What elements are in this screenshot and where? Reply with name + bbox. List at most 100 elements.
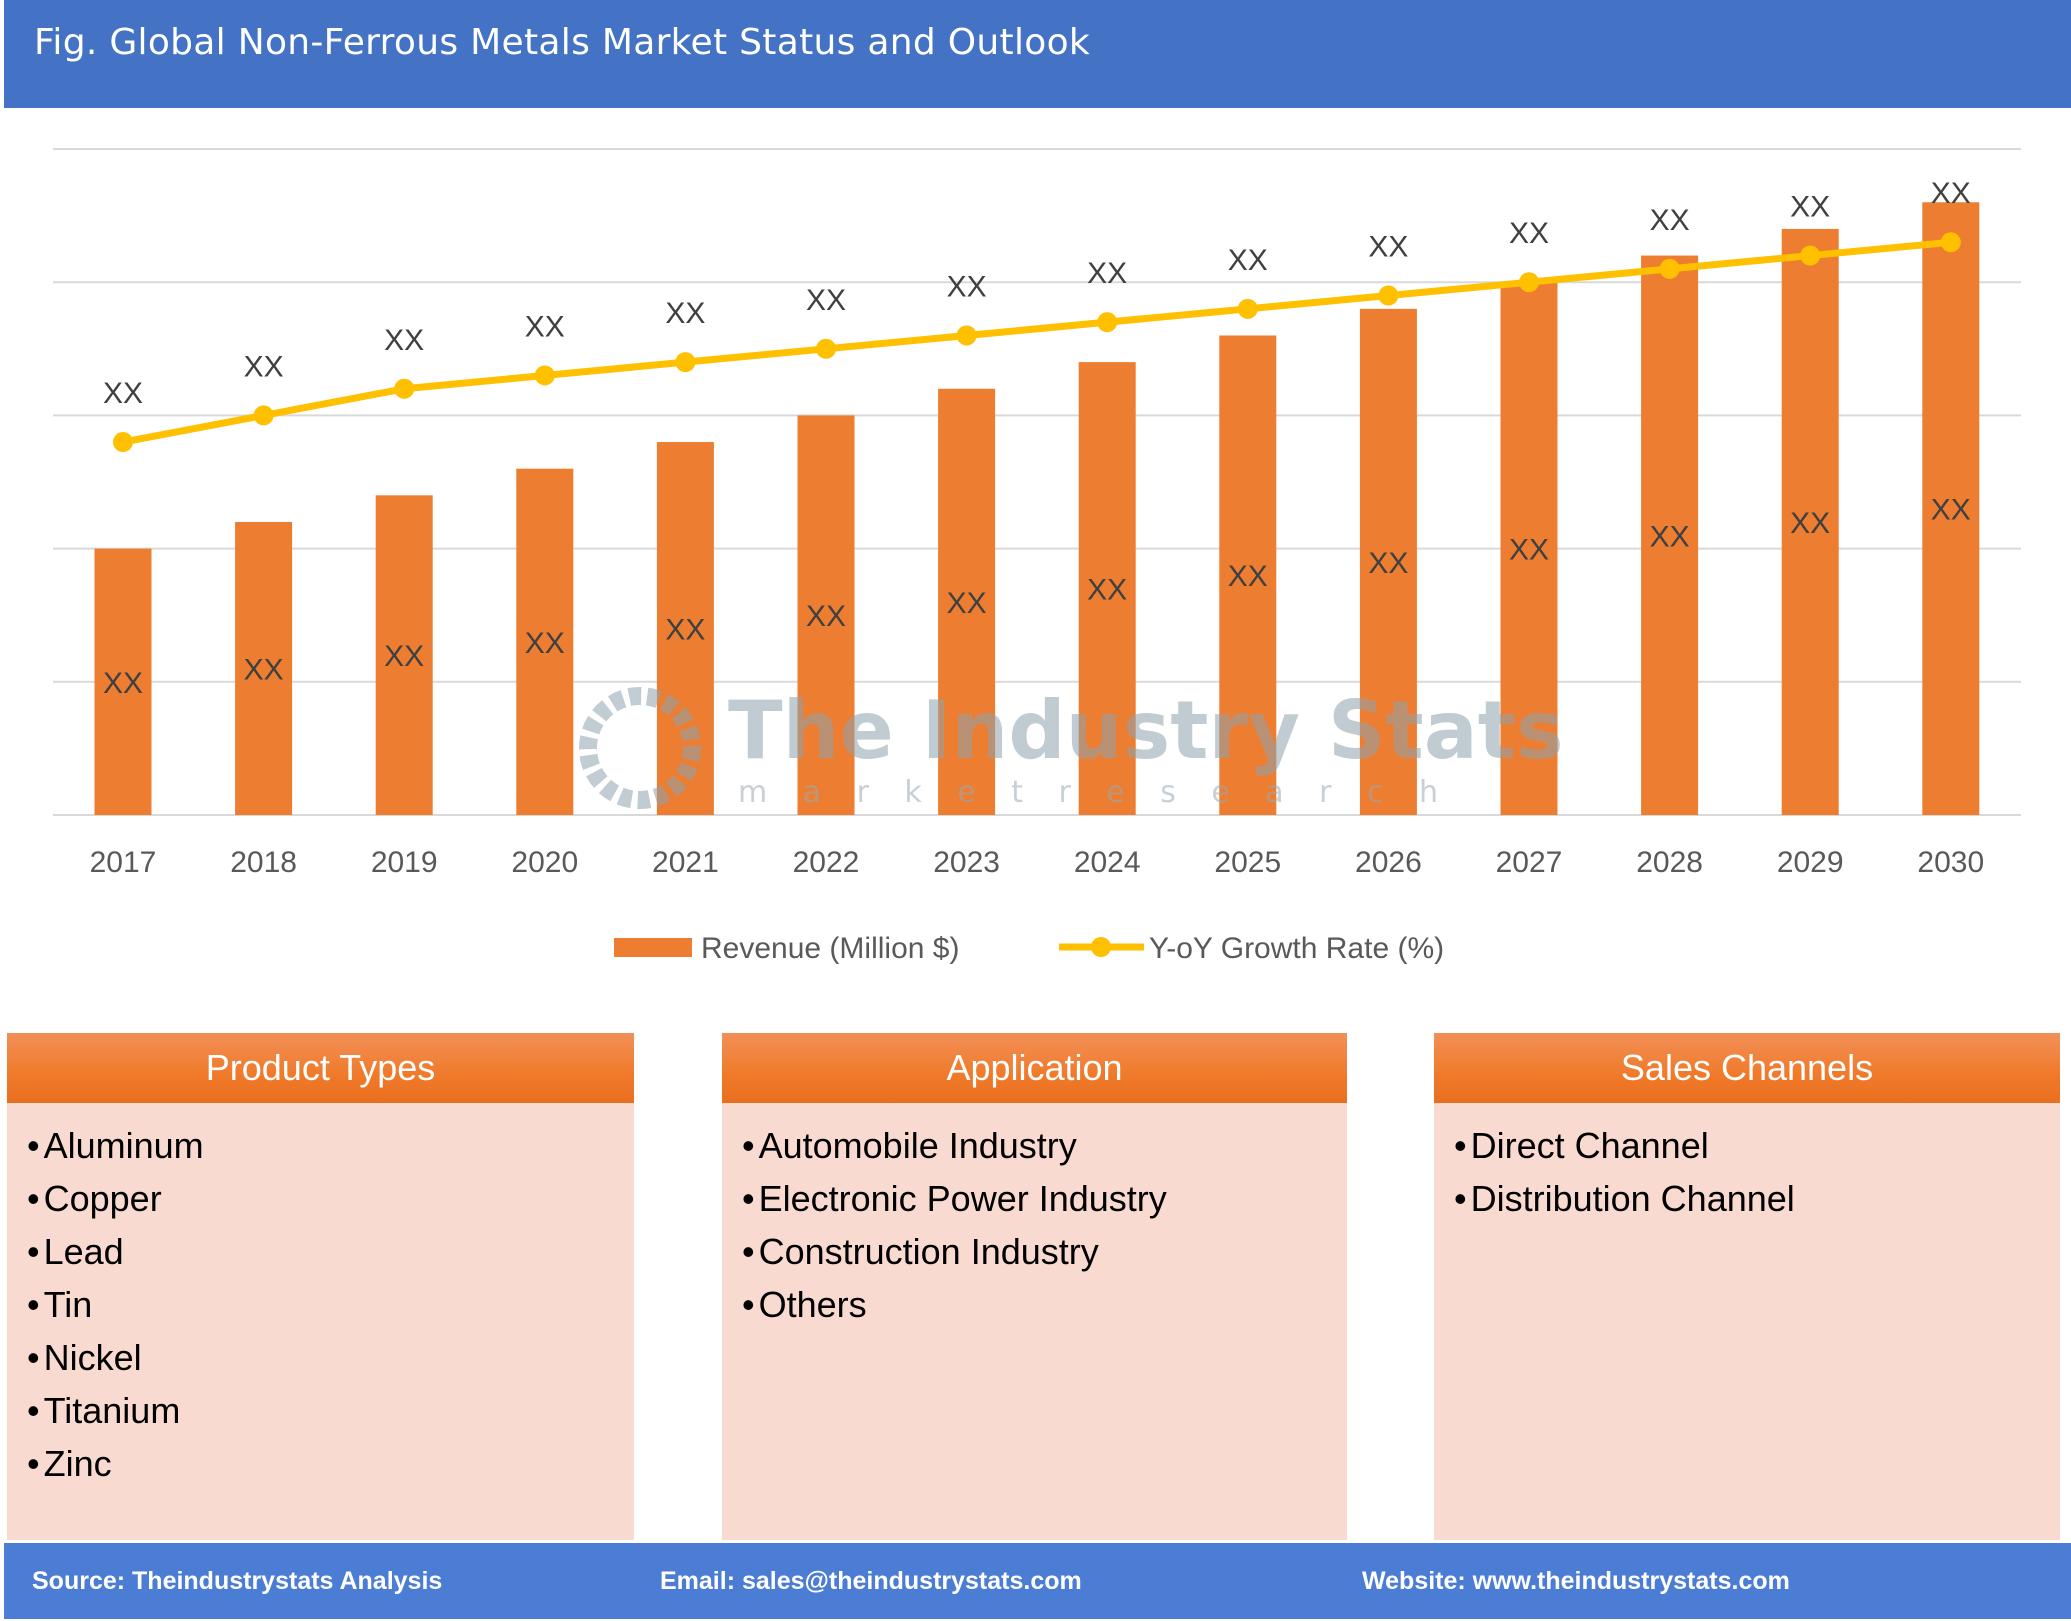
bar	[938, 388, 996, 815]
panel-title: Product Types	[7, 1033, 634, 1103]
watermark-name: The Industry Stats	[728, 684, 1564, 777]
bar-data-label: XX	[1368, 547, 1408, 580]
bar-data-label: XX	[525, 627, 565, 660]
watermark-tagline: m a r k e t r e s e a r c h	[738, 775, 1438, 810]
list-item: Zinc	[27, 1437, 634, 1490]
list-item: Nickel	[27, 1331, 634, 1384]
x-tick-label: 2026	[1355, 846, 1422, 879]
x-tick-label: 2021	[652, 846, 719, 879]
line-data-label: XX	[1368, 231, 1408, 264]
bar-data-label: XX	[1931, 494, 1971, 527]
list-item: Distribution Channel	[1454, 1172, 2060, 1225]
legend-bar-swatch	[614, 938, 692, 957]
x-tick-label: 2023	[933, 846, 1000, 879]
footer-source: Source: Theindustrystats Analysis	[32, 1567, 443, 1595]
list-item: Construction Industry	[742, 1225, 1347, 1278]
bar-data-label: XX	[806, 600, 846, 633]
bar	[1078, 362, 1136, 815]
line-data-label: XX	[1228, 244, 1268, 277]
x-tick-label: 2025	[1214, 846, 1281, 879]
growth-point	[1237, 298, 1258, 319]
x-tick-label: 2028	[1636, 846, 1703, 879]
line-data-label: XX	[103, 377, 143, 410]
footer-email[interactable]: Email: sales@theindustrystats.com	[660, 1567, 1082, 1595]
growth-point	[394, 378, 415, 399]
list-item: Automobile Industry	[742, 1119, 1347, 1172]
bar	[797, 415, 855, 815]
footer-bar: Source: Theindustrystats Analysis Email:…	[4, 1543, 2071, 1619]
panel-application: Application Automobile IndustryElectroni…	[722, 1033, 1347, 1540]
bar-data-label: XX	[665, 614, 705, 647]
panel-title: Sales Channels	[1434, 1033, 2060, 1103]
growth-point	[956, 325, 977, 346]
footer-website[interactable]: Website: www.theindustrystats.com	[1362, 1567, 1790, 1595]
bar	[1359, 308, 1417, 815]
bar	[1922, 202, 1980, 815]
line-data-label: XX	[1650, 204, 1690, 237]
line-data-label: XX	[1931, 177, 1971, 210]
header-bar: Fig. Global Non-Ferrous Metals Market St…	[4, 0, 2071, 108]
list-item: Electronic Power Industry	[742, 1172, 1347, 1225]
bar	[516, 468, 574, 815]
list-item: Others	[742, 1278, 1347, 1331]
growth-point	[1940, 232, 1961, 253]
legend-label-growth: Y-oY Growth Rate (%)	[1149, 932, 1444, 965]
growth-point	[1519, 272, 1539, 293]
growth-point	[253, 405, 274, 426]
list-item: Titanium	[27, 1384, 634, 1437]
x-tick-label: 2029	[1777, 846, 1844, 879]
line-data-label: XX	[1087, 257, 1127, 290]
bar	[1781, 228, 1839, 816]
x-tick-label: 2030	[1917, 846, 1984, 879]
gear-icon	[579, 687, 701, 809]
growth-point	[816, 338, 836, 359]
line-data-label: XX	[525, 310, 565, 343]
growth-point	[1659, 258, 1680, 279]
bar-data-label: XX	[384, 640, 424, 673]
line-data-label: XX	[1509, 217, 1549, 250]
growth-point	[113, 432, 133, 453]
list-item: Lead	[27, 1225, 634, 1278]
x-tick-label: 2019	[371, 846, 438, 879]
line-data-label: XX	[665, 297, 705, 330]
bar	[1500, 282, 1558, 815]
growth-point	[1097, 312, 1118, 333]
bar	[94, 548, 152, 815]
bar-data-label: XX	[1228, 560, 1268, 593]
x-tick-label: 2027	[1496, 846, 1563, 879]
line-data-label: XX	[244, 350, 284, 383]
panel-list: AluminumCopperLeadTinNickelTitaniumZinc	[7, 1103, 634, 1490]
legend-label-revenue: Revenue (Million $)	[701, 932, 959, 965]
growth-point	[534, 365, 555, 386]
panel-sales-channels: Sales Channels Direct ChannelDistributio…	[1434, 1033, 2060, 1540]
growth-line	[122, 238, 1952, 446]
growth-point	[1378, 285, 1399, 306]
bar-data-label: XX	[103, 667, 143, 700]
x-tick-label: 2022	[793, 846, 860, 879]
line-data-label: XX	[806, 284, 846, 317]
panel-title: Application	[722, 1033, 1347, 1103]
line-data-label: XX	[1790, 191, 1830, 224]
page-title: Fig. Global Non-Ferrous Metals Market St…	[34, 22, 1091, 63]
list-item: Tin	[27, 1278, 634, 1331]
bar-data-label: XX	[1650, 520, 1690, 553]
growth-point	[1800, 245, 1821, 266]
panel-list: Direct ChannelDistribution Channel	[1434, 1103, 2060, 1225]
bar-data-label: XX	[1790, 507, 1830, 540]
list-item: Aluminum	[27, 1119, 634, 1172]
bar	[375, 495, 433, 815]
bar	[235, 521, 293, 815]
bar-data-label: XX	[947, 587, 987, 620]
panel-product-types: Product Types AluminumCopperLeadTinNicke…	[7, 1033, 634, 1540]
bar	[1641, 255, 1699, 815]
line-data-label: XX	[947, 270, 987, 303]
x-tick-label: 2017	[90, 846, 157, 879]
legend-line-marker	[1091, 937, 1111, 957]
panel-list: Automobile IndustryElectronic Power Indu…	[722, 1103, 1347, 1331]
bar	[1219, 335, 1277, 815]
list-item: Direct Channel	[1454, 1119, 2060, 1172]
line-data-label: XX	[384, 324, 424, 357]
growth-point	[675, 352, 696, 373]
